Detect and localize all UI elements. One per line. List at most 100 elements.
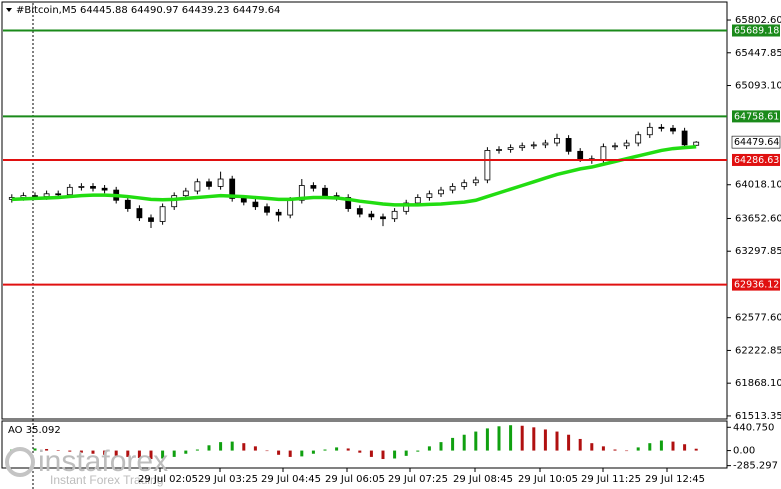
candle-body	[461, 182, 468, 187]
osc-bar	[532, 427, 536, 451]
osc-bar	[567, 434, 571, 451]
osc-bar	[172, 450, 176, 457]
candle-body	[32, 195, 38, 198]
osc-bar	[636, 447, 640, 451]
candle-body	[264, 206, 270, 213]
chart-title: #Bitcoin,M5 64445.88 64490.97 64439.23 6…	[16, 5, 280, 16]
osc-bar	[543, 429, 547, 451]
candle-body	[124, 199, 131, 209]
osc-bar	[683, 444, 687, 451]
candle-body	[681, 130, 688, 146]
osc-bar	[56, 450, 60, 451]
candle-body	[554, 138, 560, 144]
osc-bar	[346, 448, 350, 451]
candle-body	[148, 217, 154, 222]
osc-bar	[671, 441, 675, 451]
x-tick-label: 29 Jul 12:45	[645, 474, 705, 485]
candle-body	[356, 208, 363, 215]
osc-bar	[659, 440, 663, 451]
osc-bar	[485, 428, 489, 451]
x-tick-label: 29 Jul 02:05	[138, 474, 198, 485]
y-tick-label: 63297.85	[735, 246, 781, 257]
osc-bar	[358, 450, 362, 453]
candle-body	[693, 141, 700, 146]
candle-body	[403, 202, 410, 212]
osc-bar	[300, 450, 304, 457]
osc-bar	[79, 450, 83, 453]
osc-bar	[509, 425, 513, 451]
watermark: instaforex Instant Forex Trading	[5, 445, 168, 487]
candle-body	[519, 145, 526, 149]
osc-bar	[462, 434, 466, 451]
x-tick-label: 29 Jul 06:05	[325, 474, 385, 485]
osc-bar	[427, 446, 431, 451]
osc-bar	[242, 443, 246, 451]
y-tick-label: 62222.85	[735, 345, 781, 356]
osc-bar	[265, 450, 269, 452]
osc-bar	[601, 446, 605, 451]
watermark-brand: instaforex	[38, 445, 168, 478]
osc-bar	[381, 450, 385, 460]
candle-body	[577, 150, 584, 160]
watermark-logo	[5, 447, 35, 477]
candle-body	[646, 126, 653, 136]
level-label-box	[732, 153, 780, 166]
osc-bar	[219, 442, 223, 451]
osc-tick-label: 440.750	[733, 422, 774, 433]
osc-bar	[416, 450, 420, 452]
current-price: 64479.64	[734, 137, 779, 148]
osc-bar	[207, 445, 211, 451]
candle-body	[182, 190, 189, 197]
candle-body	[391, 210, 398, 220]
y-tick-label: 65802.60	[735, 15, 781, 26]
osc-tick-label: 0.00	[733, 446, 755, 457]
level-label-box	[732, 24, 780, 37]
osc-bar	[323, 449, 327, 451]
candle-body	[275, 211, 282, 216]
candle-body	[101, 187, 108, 191]
x-tick-label: 29 Jul 10:05	[518, 474, 578, 485]
menu-arrow	[6, 8, 12, 12]
osc-bar	[439, 442, 443, 451]
candle-body	[298, 185, 305, 201]
candle-body	[623, 142, 630, 147]
candle-body	[414, 197, 421, 204]
watermark-tagline: Instant Forex Trading	[50, 473, 163, 487]
osc-bar	[230, 441, 234, 451]
level-label: 62936.12	[734, 280, 779, 291]
candle-body	[600, 146, 607, 161]
osc-bar	[451, 437, 455, 451]
osc-bar	[404, 450, 408, 456]
candle-body	[159, 206, 166, 222]
x-tick-label: 29 Jul 03:25	[198, 474, 258, 485]
y-tick-label: 63652.60	[735, 213, 781, 224]
candle-body	[206, 181, 212, 187]
osc-bar	[311, 450, 315, 454]
y-tick-label: 65093.10	[735, 81, 781, 92]
candle-body	[507, 147, 514, 150]
level-label-box	[732, 278, 780, 291]
osc-bar	[288, 450, 292, 457]
candle-body	[612, 145, 618, 148]
candle-body	[670, 127, 676, 132]
osc-bar	[613, 449, 617, 451]
osc-bar	[103, 450, 107, 455]
y-tick-label: 62577.60	[735, 313, 781, 324]
candle-body	[496, 149, 502, 151]
level-label: 64286.63	[734, 155, 779, 166]
osc-bar	[253, 446, 257, 451]
oscillator-panel	[1, 420, 728, 469]
osc-bar	[555, 431, 559, 451]
candle-body	[368, 213, 375, 218]
osc-bar	[393, 450, 397, 459]
candle-body	[66, 186, 73, 196]
osc-bar	[91, 450, 95, 454]
osc-bar	[590, 443, 594, 451]
candle-body	[472, 179, 479, 184]
candle-body	[78, 186, 85, 188]
osc-bar	[520, 425, 524, 451]
candle-body	[240, 198, 247, 203]
osc-bar	[694, 448, 698, 451]
candle-body	[565, 138, 572, 152]
